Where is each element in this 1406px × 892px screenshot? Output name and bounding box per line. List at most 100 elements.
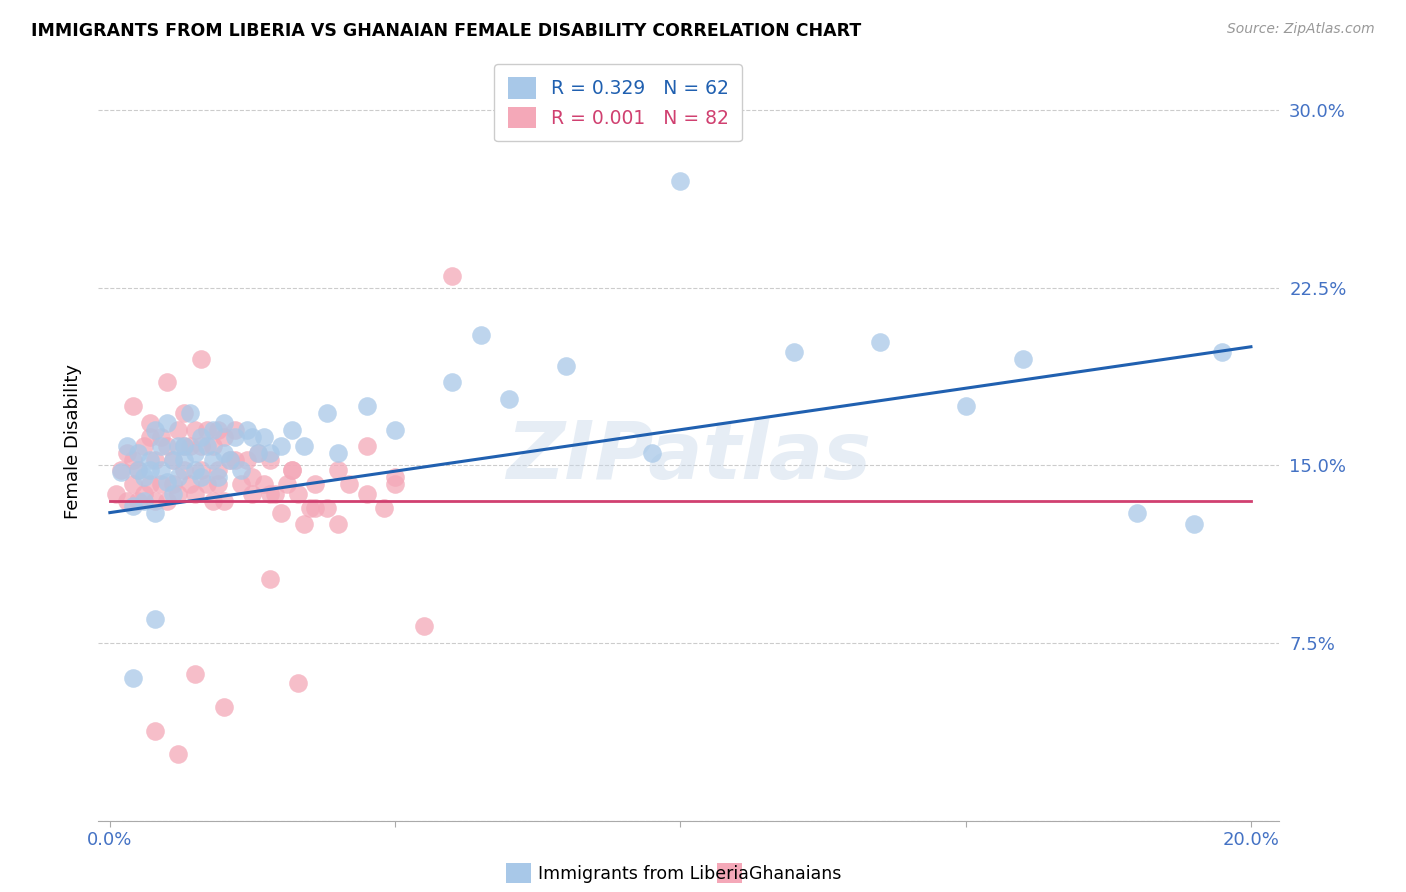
Point (162, 486, 184, 500)
Point (783, 344, 806, 359)
Point (162, 453, 184, 467)
Point (224, 453, 246, 467)
Point (127, 446, 149, 460)
Point (356, 486, 378, 500)
Point (201, 439, 224, 453)
Text: Source: ZipAtlas.com: Source: ZipAtlas.com (1227, 22, 1375, 37)
Point (145, 493, 167, 508)
Point (190, 463, 212, 477)
Point (236, 423, 259, 437)
Point (190, 470, 212, 484)
Point (115, 446, 138, 460)
Point (304, 500, 326, 515)
Point (384, 470, 406, 484)
Point (201, 453, 224, 467)
Point (190, 351, 212, 366)
Point (326, 517, 349, 532)
Point (201, 423, 224, 437)
Point (212, 430, 235, 444)
Point (641, 446, 664, 460)
Point (139, 430, 162, 444)
Point (441, 376, 464, 390)
Point (264, 486, 287, 500)
Point (259, 486, 281, 500)
Point (179, 406, 201, 420)
Point (218, 453, 240, 467)
Point (145, 506, 167, 520)
Point (184, 486, 207, 500)
Point (104, 486, 127, 500)
Point (224, 423, 246, 437)
Point (356, 399, 378, 413)
Point (242, 430, 264, 444)
Point (167, 423, 190, 437)
Point (190, 439, 212, 453)
Point (127, 493, 149, 508)
Point (173, 439, 195, 453)
Point (1182, 517, 1205, 532)
Point (145, 723, 167, 738)
Point (121, 477, 143, 491)
Point (162, 477, 184, 491)
Point (287, 486, 309, 500)
Point (669, 174, 692, 188)
Point (242, 486, 264, 500)
Point (253, 430, 276, 444)
Point (150, 463, 173, 477)
Point (139, 453, 162, 467)
Point (212, 699, 235, 714)
Point (201, 493, 224, 508)
Point (173, 439, 195, 453)
Point (356, 439, 378, 453)
Point (292, 517, 315, 532)
Point (326, 463, 349, 477)
Point (384, 423, 406, 437)
Point (121, 453, 143, 467)
Point (281, 423, 304, 437)
Point (259, 446, 281, 460)
Point (326, 446, 349, 460)
Text: ZIPatlas: ZIPatlas (506, 417, 872, 496)
Legend: R = 0.329   N = 62, R = 0.001   N = 82: R = 0.329 N = 62, R = 0.001 N = 82 (495, 64, 742, 141)
Point (179, 439, 201, 453)
Point (195, 423, 218, 437)
Point (173, 453, 195, 467)
Point (167, 439, 190, 453)
Point (315, 500, 337, 515)
Point (115, 493, 138, 508)
Point (281, 463, 304, 477)
Point (190, 430, 212, 444)
Point (229, 463, 252, 477)
Point (162, 453, 184, 467)
Point (253, 477, 276, 491)
Point (184, 666, 207, 681)
Point (555, 359, 578, 373)
Point (156, 439, 179, 453)
Point (167, 470, 190, 484)
Point (315, 406, 337, 420)
Point (229, 477, 252, 491)
Point (127, 463, 149, 477)
Point (167, 486, 190, 500)
Text: Immigrants from Liberia: Immigrants from Liberia (538, 865, 749, 883)
Point (150, 430, 173, 444)
Point (1126, 506, 1149, 520)
Point (132, 493, 155, 508)
Text: Ghanaians: Ghanaians (749, 865, 842, 883)
Point (207, 470, 229, 484)
Point (955, 399, 977, 413)
Point (110, 463, 132, 477)
Point (132, 486, 155, 500)
Point (179, 477, 201, 491)
Point (195, 477, 218, 491)
Point (184, 423, 207, 437)
Point (156, 416, 179, 430)
Point (139, 463, 162, 477)
Point (412, 619, 434, 633)
Point (1211, 344, 1233, 359)
Point (247, 446, 270, 460)
Point (224, 430, 246, 444)
Point (156, 475, 179, 489)
Point (156, 376, 179, 390)
Point (218, 453, 240, 467)
